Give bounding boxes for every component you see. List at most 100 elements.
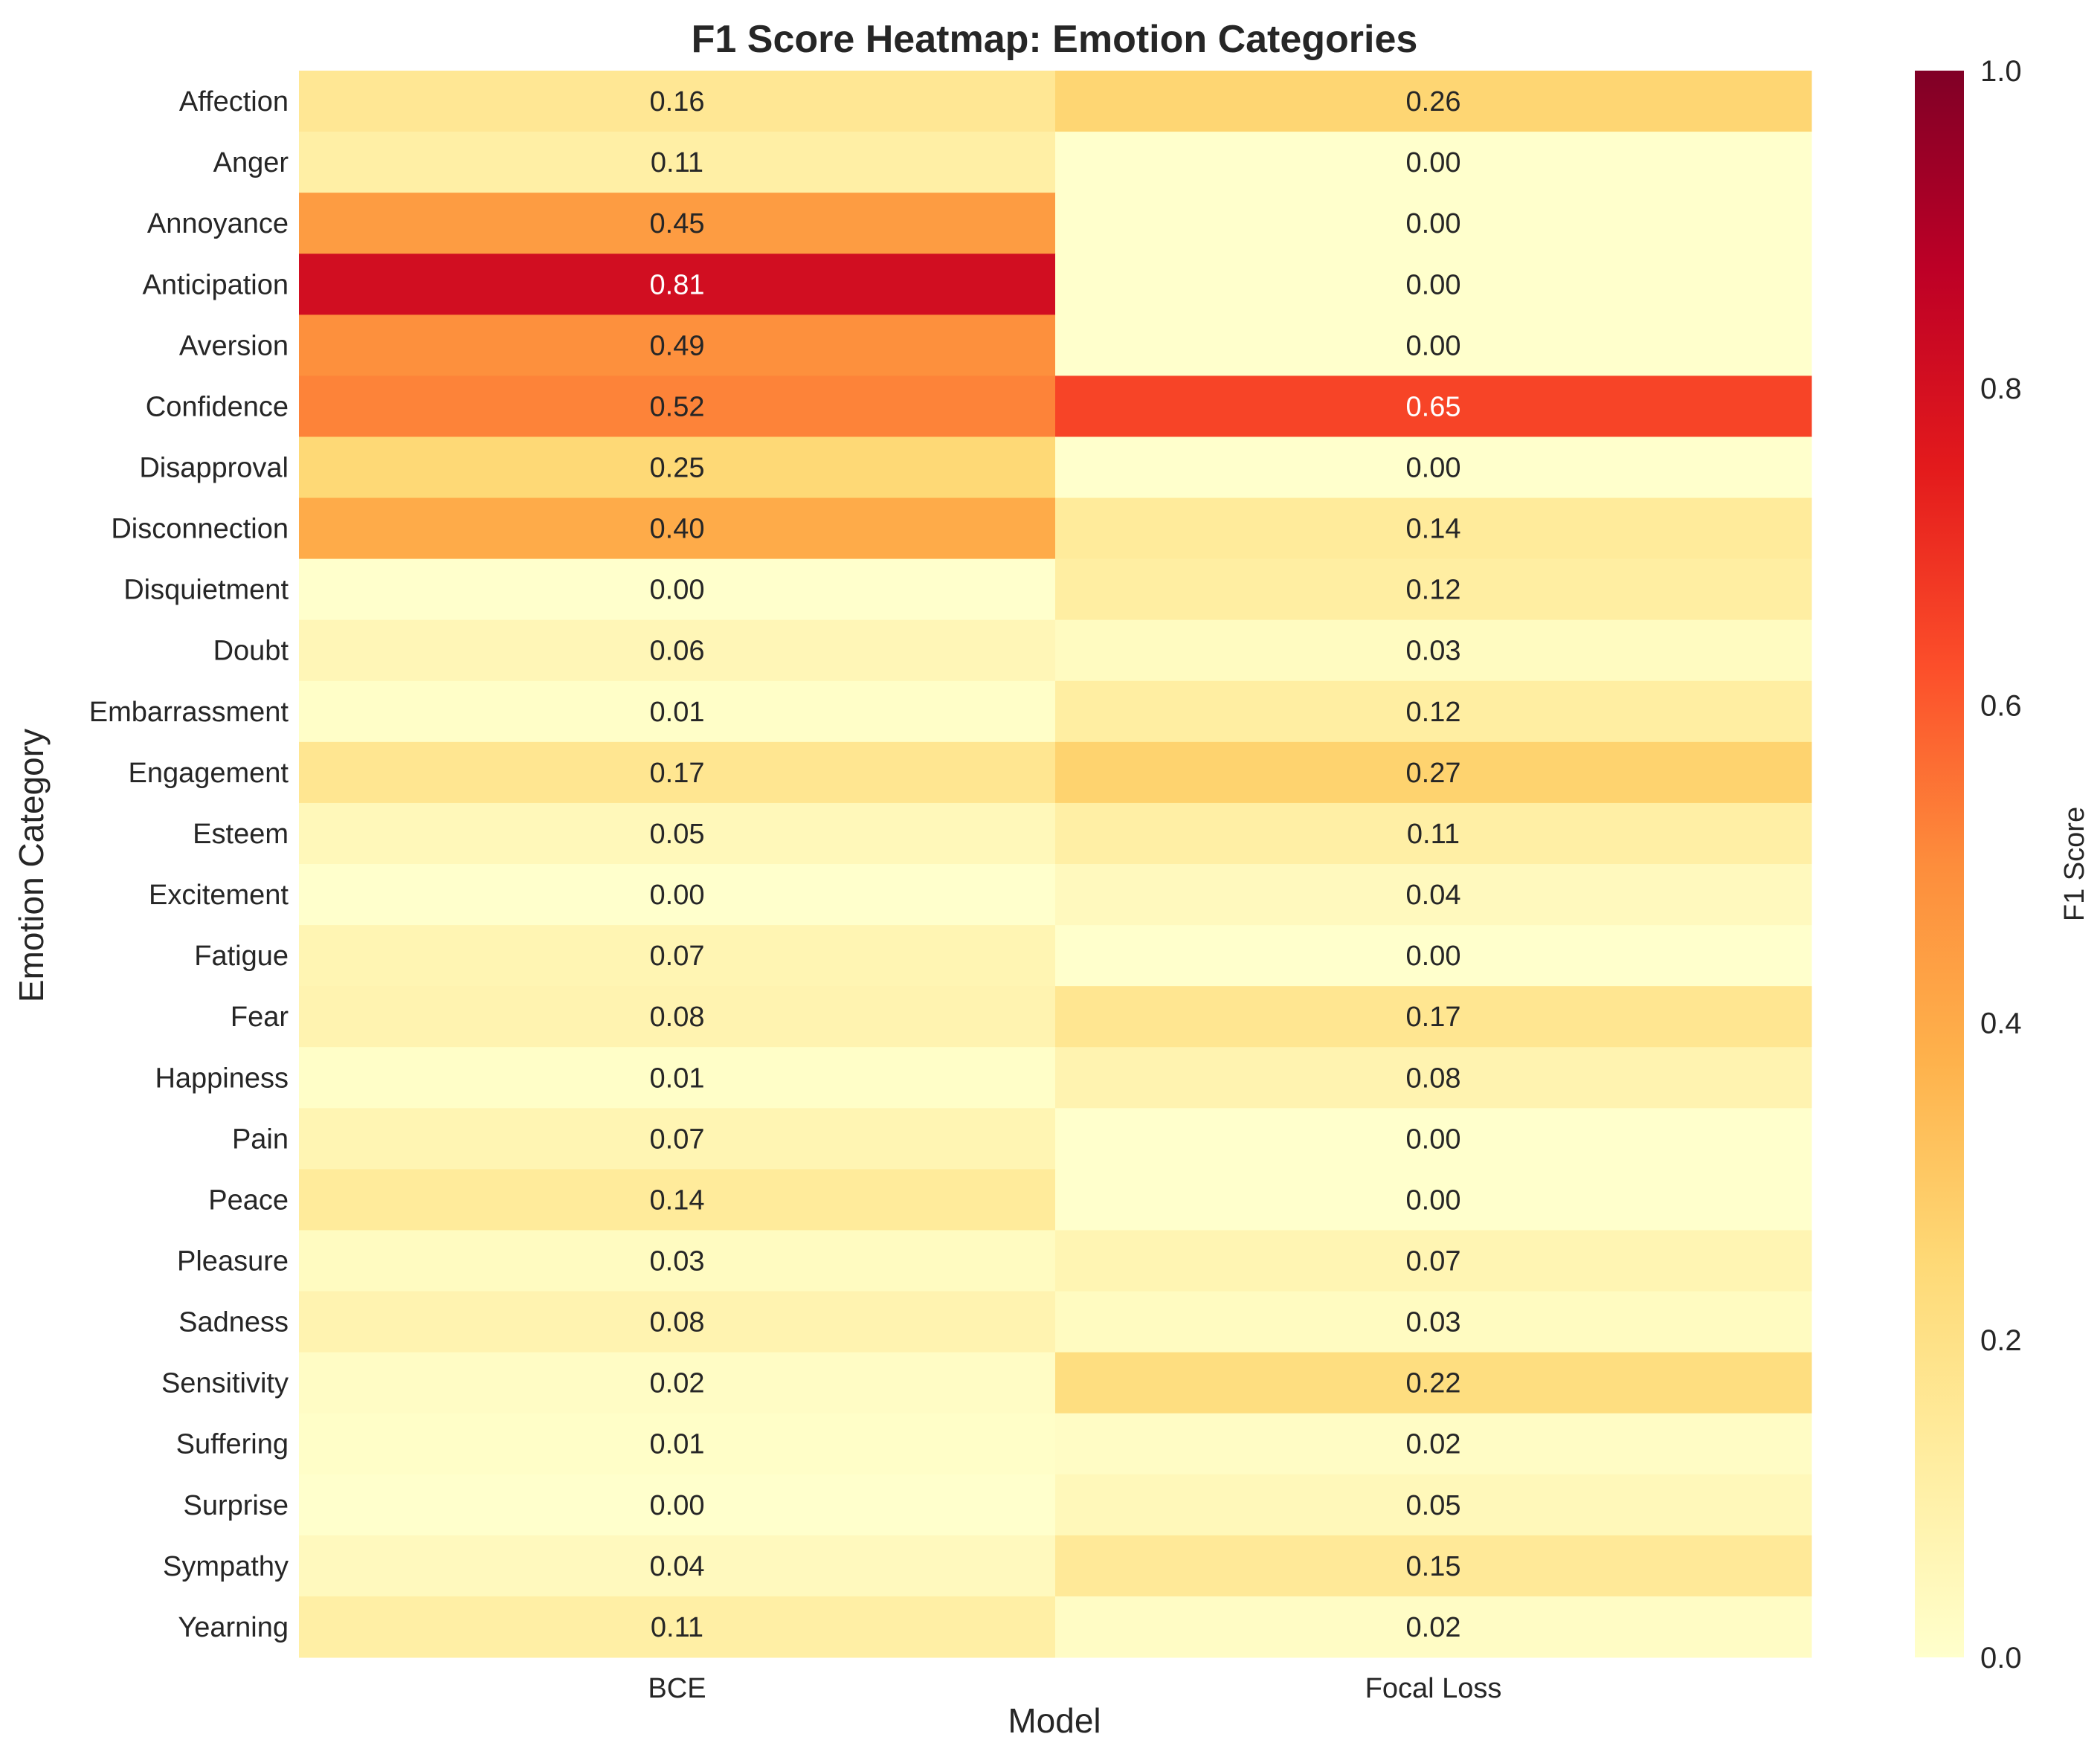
- cell-value-label: 0.00: [1406, 1184, 1461, 1216]
- cell-value-label: 0.00: [650, 575, 705, 606]
- cell-value-label: 0.08: [1406, 1063, 1461, 1094]
- heatmap-cell: [299, 254, 1056, 315]
- colorbar-tick-label: 1.0: [1980, 55, 2022, 88]
- row-tick-label: Affection: [179, 86, 289, 117]
- chart-title: F1 Score Heatmap: Emotion Categories: [692, 18, 1418, 61]
- row-tick-label: Suffering: [176, 1429, 289, 1460]
- cell-value-label: 0.17: [650, 758, 705, 789]
- heatmap-cell: [1055, 1108, 1812, 1170]
- heatmap-cell: [1055, 558, 1812, 621]
- heatmap-cell: [1055, 193, 1812, 254]
- cell-value-label: 0.00: [650, 880, 705, 911]
- cell-value-label: 0.05: [650, 819, 705, 850]
- row-tick-label: Happiness: [155, 1063, 289, 1094]
- heatmap-cell: [1055, 1230, 1812, 1292]
- cell-value-label: 0.04: [1406, 880, 1461, 911]
- cell-value-label: 0.03: [1406, 1307, 1461, 1338]
- cell-value-label: 0.14: [1406, 514, 1461, 545]
- heatmap-cell: [299, 132, 1056, 193]
- colorbar-tick-label: 0.8: [1980, 373, 2022, 405]
- colorbar-tick-label: 0.4: [1980, 1007, 2022, 1039]
- row-tick-label: Excitement: [149, 880, 289, 911]
- cell-value-label: 0.12: [1406, 697, 1461, 728]
- cell-value-label: 0.00: [1406, 269, 1461, 300]
- cell-value-label: 0.11: [1407, 819, 1460, 850]
- cell-value-label: 0.05: [1406, 1490, 1461, 1521]
- heatmap-cell: [1055, 925, 1812, 987]
- cell-value-label: 0.00: [1406, 147, 1461, 178]
- heatmap-cell: [1055, 741, 1812, 804]
- cell-value-label: 0.07: [650, 1124, 705, 1155]
- heatmap-cell: [1055, 375, 1812, 437]
- row-tick-label: Yearning: [178, 1612, 289, 1643]
- cell-value-label: 0.26: [1406, 86, 1461, 117]
- heatmap-cell: [1055, 254, 1812, 315]
- y-axis-label: Emotion Category: [12, 729, 51, 1002]
- heatmap-cell: [1055, 1474, 1812, 1536]
- row-tick-labels: Affection Anger Annoyance Anticipation Avers…: [89, 86, 289, 1643]
- cell-value-label: 0.07: [1406, 1246, 1461, 1277]
- cell-value-label: 0.02: [1406, 1612, 1461, 1643]
- heatmap-cell: [299, 1230, 1056, 1292]
- cell-value-label: 0.11: [651, 1612, 703, 1643]
- heatmap-cell: [299, 1291, 1056, 1353]
- colorbar-tick-label: 0.0: [1980, 1642, 2022, 1674]
- heatmap-cell: [1055, 436, 1812, 499]
- heatmap-cell: [1055, 864, 1812, 926]
- row-tick-label: Pain: [232, 1124, 289, 1155]
- heatmap-cell: [299, 1413, 1056, 1475]
- cell-value-label: 0.03: [650, 1246, 705, 1277]
- row-tick-label: Esteem: [193, 819, 289, 850]
- colorbar: [1915, 71, 1964, 1657]
- heatmap-cell: [299, 1108, 1056, 1170]
- heatmap-cell: [1055, 71, 1812, 132]
- colorbar-label: F1 Score: [2059, 807, 2090, 921]
- cell-value-label: 0.27: [1406, 758, 1461, 789]
- cell-value-label: 0.49: [650, 330, 705, 361]
- colorbar-tick-label: 0.6: [1980, 690, 2022, 723]
- row-tick-label: Confidence: [146, 391, 289, 422]
- row-tick-label: Fear: [231, 1002, 289, 1033]
- cell-value-label: 0.08: [650, 1002, 705, 1033]
- row-tick-label: Anger: [213, 147, 289, 178]
- heatmap-cell: [1055, 315, 1812, 376]
- heatmap-cell: [1055, 680, 1812, 743]
- cell-value-label: 0.01: [650, 1429, 705, 1460]
- cell-value-label: 0.22: [1406, 1368, 1461, 1399]
- cell-value-label: 0.11: [651, 147, 703, 178]
- cell-value-label: 0.02: [650, 1368, 705, 1399]
- row-tick-label: Surprise: [184, 1490, 289, 1521]
- row-tick-label: Sympathy: [163, 1551, 289, 1582]
- cell-value-label: 0.52: [650, 391, 705, 422]
- heatmap-cell: [1055, 1413, 1812, 1475]
- heatmap-cell: [299, 375, 1056, 437]
- heatmap-cell: [1055, 802, 1812, 865]
- cell-value-label: 0.00: [1406, 330, 1461, 361]
- cell-value-label: 0.16: [650, 86, 705, 117]
- row-tick-label: Fatigue: [194, 941, 289, 972]
- row-tick-label: Embarrassment: [89, 697, 289, 728]
- row-tick-label: Aversion: [179, 330, 289, 361]
- row-tick-label: Anticipation: [143, 269, 289, 300]
- heatmap-cell: [299, 1535, 1056, 1597]
- heatmap-cell: [299, 619, 1056, 682]
- column-tick-label: BCE: [648, 1673, 706, 1704]
- cell-value-label: 0.01: [650, 1063, 705, 1094]
- cell-value-label: 0.00: [1406, 208, 1461, 239]
- heatmap-cell: [299, 558, 1056, 621]
- row-tick-label: Disconnection: [111, 514, 289, 545]
- heatmap-cell: [299, 1352, 1056, 1414]
- row-tick-label: Pleasure: [177, 1246, 289, 1277]
- heatmap-cell: [1055, 1291, 1812, 1353]
- cell-value-label: 0.08: [650, 1307, 705, 1338]
- heatmap-cell: [299, 1047, 1056, 1109]
- heatmap-cell: [299, 1169, 1056, 1231]
- cell-value-label: 0.14: [650, 1184, 705, 1216]
- heatmap-cells: 0.16 0.26 0.11 0.00 0.45 0.00 0.81 0.00 0.49 0.00…: [299, 71, 1812, 1658]
- cell-value-label: 0.81: [650, 269, 705, 300]
- cell-value-label: 0.07: [650, 941, 705, 972]
- row-tick-label: Sensitivity: [161, 1368, 289, 1399]
- row-tick-label: Disquietment: [123, 575, 289, 606]
- cell-value-label: 0.15: [1406, 1551, 1461, 1582]
- heatmap-cell: [1055, 1535, 1812, 1597]
